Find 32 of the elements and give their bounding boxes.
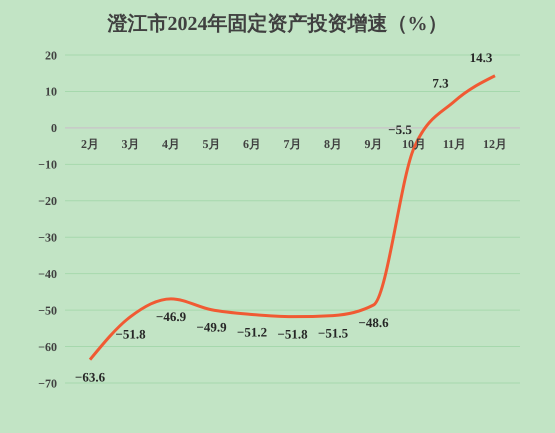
x-tick-label: 4月 <box>162 136 180 151</box>
data-label: −51.8 <box>277 326 308 342</box>
x-tick-label: 12月 <box>483 136 507 151</box>
y-tick-label: −60 <box>38 340 57 354</box>
y-tick-label: −10 <box>38 158 57 172</box>
chart-title: 澄江市2024年固定资产投资增速（%） <box>106 12 448 37</box>
y-tick-label: −40 <box>38 266 57 281</box>
data-label: −46.9 <box>156 308 187 324</box>
y-tick-label: −70 <box>38 376 57 390</box>
data-label: −51.5 <box>318 326 349 341</box>
data-label: −49.9 <box>196 320 228 335</box>
x-tick-label: 3月 <box>122 136 140 151</box>
y-tick-label: −20 <box>38 194 57 208</box>
data-label: 14.3 <box>470 50 493 65</box>
data-label: −5.5 <box>388 122 412 137</box>
data-label: −51.2 <box>236 324 268 340</box>
y-tick-label: 0 <box>51 121 57 136</box>
x-tick-label: 2月 <box>81 136 99 151</box>
x-tick-label: 8月 <box>324 136 342 151</box>
y-tick-label: 20 <box>45 48 57 62</box>
y-tick-label: 10 <box>45 84 57 99</box>
y-tick-label: −50 <box>38 303 57 318</box>
x-tick-label: 6月 <box>243 136 261 151</box>
x-tick-label: 5月 <box>202 136 220 151</box>
data-label: −51.8 <box>115 326 146 342</box>
y-tick-label: −30 <box>38 230 57 244</box>
x-tick-label: 9月 <box>364 136 382 151</box>
x-tick-label: 7月 <box>284 136 302 151</box>
x-tick-label: 11月 <box>442 136 466 151</box>
data-label: −63.6 <box>74 370 106 385</box>
data-label: −48.6 <box>358 315 390 330</box>
data-label: 7.3 <box>432 75 450 90</box>
